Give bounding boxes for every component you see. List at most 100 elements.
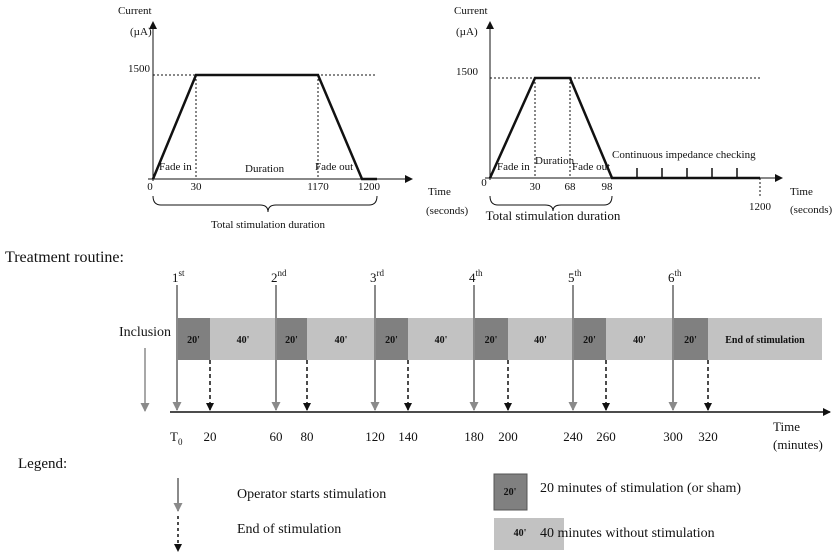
x-tick-label: 0 [481, 177, 487, 189]
legend-label: 40 minutes without stimulation [540, 526, 715, 541]
x-unit: (seconds) [790, 204, 832, 216]
legend-box-label: 20' [504, 487, 517, 498]
session-label: 2nd [271, 268, 287, 285]
session-suffix: th [575, 268, 583, 278]
session-number: 4 [469, 270, 476, 285]
rest-block [408, 318, 474, 360]
block-label: 20' [485, 335, 498, 346]
x-tick-label: 1170 [307, 181, 329, 193]
start-tick-label: T0 [170, 429, 183, 447]
session-number: 2 [271, 270, 278, 285]
session-suffix: nd [278, 268, 288, 278]
current-profile [488, 76, 760, 180]
phase-label: Fade out [315, 161, 353, 173]
x-label: Time [773, 419, 800, 434]
session-number: 6 [668, 270, 675, 285]
legend-label: 20 minutes of stimulation (or sham) [540, 481, 741, 496]
x-tick-label: 260 [596, 429, 616, 444]
y-label: Current [454, 5, 488, 17]
rest-block [508, 318, 573, 360]
phase-label: Fade in [159, 161, 192, 173]
session-suffix: st [179, 268, 186, 278]
legend-stimulation-box [493, 473, 528, 511]
session-suffix: th [476, 268, 484, 278]
session-label: 4th [469, 268, 483, 285]
rest-block [606, 318, 673, 360]
rest-block [210, 318, 276, 360]
routine-title: Treatment routine: [5, 249, 124, 266]
legend-box-label: 40' [514, 528, 527, 539]
x-tick-label: 300 [663, 429, 683, 444]
block-label: 20' [385, 335, 398, 346]
legend-title: Legend: [18, 456, 67, 472]
stimulation-block [177, 318, 210, 360]
x-tick-label: 1200 [749, 201, 772, 213]
total-label: Total stimulation duration [211, 219, 326, 231]
phase-label: Duration [245, 163, 285, 175]
start-sub: 0 [178, 437, 183, 447]
x-tick-label: 20 [204, 429, 217, 444]
legend-rest-box [494, 518, 564, 550]
stimulation-block [673, 318, 708, 360]
stimulation-block [375, 318, 408, 360]
y-label: Current [118, 5, 152, 17]
block-label: 20' [187, 335, 200, 346]
x-tick-label: 60 [270, 429, 283, 444]
brace [152, 195, 378, 213]
session-number: 1 [172, 270, 179, 285]
x-tick-label: 140 [398, 429, 418, 444]
x-tick-label: 68 [565, 181, 577, 193]
block-label: 40' [435, 335, 448, 346]
x-tick-label: 98 [602, 181, 614, 193]
block-label: 40' [534, 335, 547, 346]
rest-block [307, 318, 375, 360]
level-label: 1500 [128, 63, 151, 75]
x-tick-label: 120 [365, 429, 385, 444]
block-label: 40' [633, 335, 646, 346]
block-label: End of stimulation [725, 335, 805, 346]
x-tick-label: 30 [530, 181, 542, 193]
stimulation-block [276, 318, 307, 360]
y-unit: (µA) [456, 26, 478, 38]
start-base: T [170, 429, 178, 444]
block-label: 20' [684, 335, 697, 346]
phase-label: Duration [535, 155, 575, 167]
total-label: Total stimulation duration [486, 208, 621, 223]
stimulation-block [474, 318, 508, 360]
session-suffix: th [675, 268, 683, 278]
block-label: 40' [335, 335, 348, 346]
brace [489, 195, 613, 212]
x-unit: (seconds) [426, 205, 468, 217]
rest-block [708, 318, 822, 360]
block-label: 40' [237, 335, 250, 346]
x-unit: (minutes) [773, 437, 823, 452]
session-number: 3 [370, 270, 377, 285]
session-label: 1st [172, 268, 185, 285]
session-number: 5 [568, 270, 575, 285]
session-label: 3rd [370, 268, 384, 285]
x-tick-label: 240 [563, 429, 583, 444]
inclusion-label: Inclusion [119, 325, 171, 340]
phase-label: Fade out [572, 161, 610, 173]
session-suffix: rd [377, 268, 385, 278]
x-tick-label: 80 [301, 429, 314, 444]
stimulation-block [573, 318, 606, 360]
session-label: 6th [668, 268, 682, 285]
x-tick-label: 0 [147, 181, 153, 193]
x-tick-label: 200 [498, 429, 518, 444]
x-tick-label: 1200 [358, 181, 381, 193]
block-label: 20' [285, 335, 298, 346]
session-label: 5th [568, 268, 582, 285]
x-tick-label: 320 [698, 429, 718, 444]
y-unit: (µA) [130, 26, 152, 38]
block-label: 20' [583, 335, 596, 346]
x-label: Time [790, 186, 813, 198]
phase-label: Fade in [497, 161, 530, 173]
x-tick-label: 180 [464, 429, 484, 444]
current-profile [151, 73, 377, 181]
phase-label: Continuous impedance checking [612, 149, 756, 161]
x-tick-label: 30 [191, 181, 203, 193]
